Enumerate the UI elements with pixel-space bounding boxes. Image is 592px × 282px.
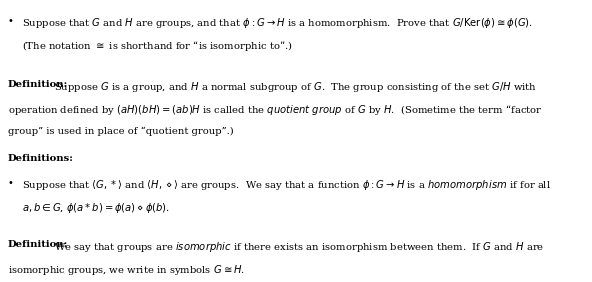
Text: Definition:: Definition:	[8, 80, 68, 89]
Text: Suppose that $G$ and $H$ are groups, and that $\phi : G \to H$ is a homomorphism: Suppose that $G$ and $H$ are groups, and…	[22, 16, 533, 30]
Text: group” is used in place of “quotient group”.): group” is used in place of “quotient gro…	[8, 127, 233, 136]
Text: Definition:: Definition:	[8, 240, 68, 249]
Text: We say that groups are $\mathit{isomorphic}$ if there exists an isomorphism betw: We say that groups are $\mathit{isomorph…	[54, 240, 545, 254]
Text: (The notation $\cong$ is shorthand for “is isomorphic to”.): (The notation $\cong$ is shorthand for “…	[22, 39, 293, 53]
Text: Suppose $G$ is a group, and $H$ a normal subgroup of $G$.  The group consisting : Suppose $G$ is a group, and $H$ a normal…	[54, 80, 538, 94]
Text: •: •	[8, 178, 14, 188]
Text: •: •	[8, 16, 14, 25]
Text: Suppose that $\langle G, *\rangle$ and $\langle H, \diamond\rangle$ are groups. : Suppose that $\langle G, *\rangle$ and $…	[22, 178, 552, 192]
Text: Definitions:: Definitions:	[8, 154, 73, 163]
Text: operation defined by $(aH)(bH) = (ab)H$ is called the $\mathit{quotient\ group}$: operation defined by $(aH)(bH) = (ab)H$ …	[8, 103, 542, 118]
Text: $a, b \in G$, $\phi(a * b) = \phi(a) \diamond \phi(b)$.: $a, b \in G$, $\phi(a * b) = \phi(a) \di…	[22, 201, 170, 215]
Text: isomorphic groups, we write in symbols $G \cong H$.: isomorphic groups, we write in symbols $…	[8, 263, 245, 277]
